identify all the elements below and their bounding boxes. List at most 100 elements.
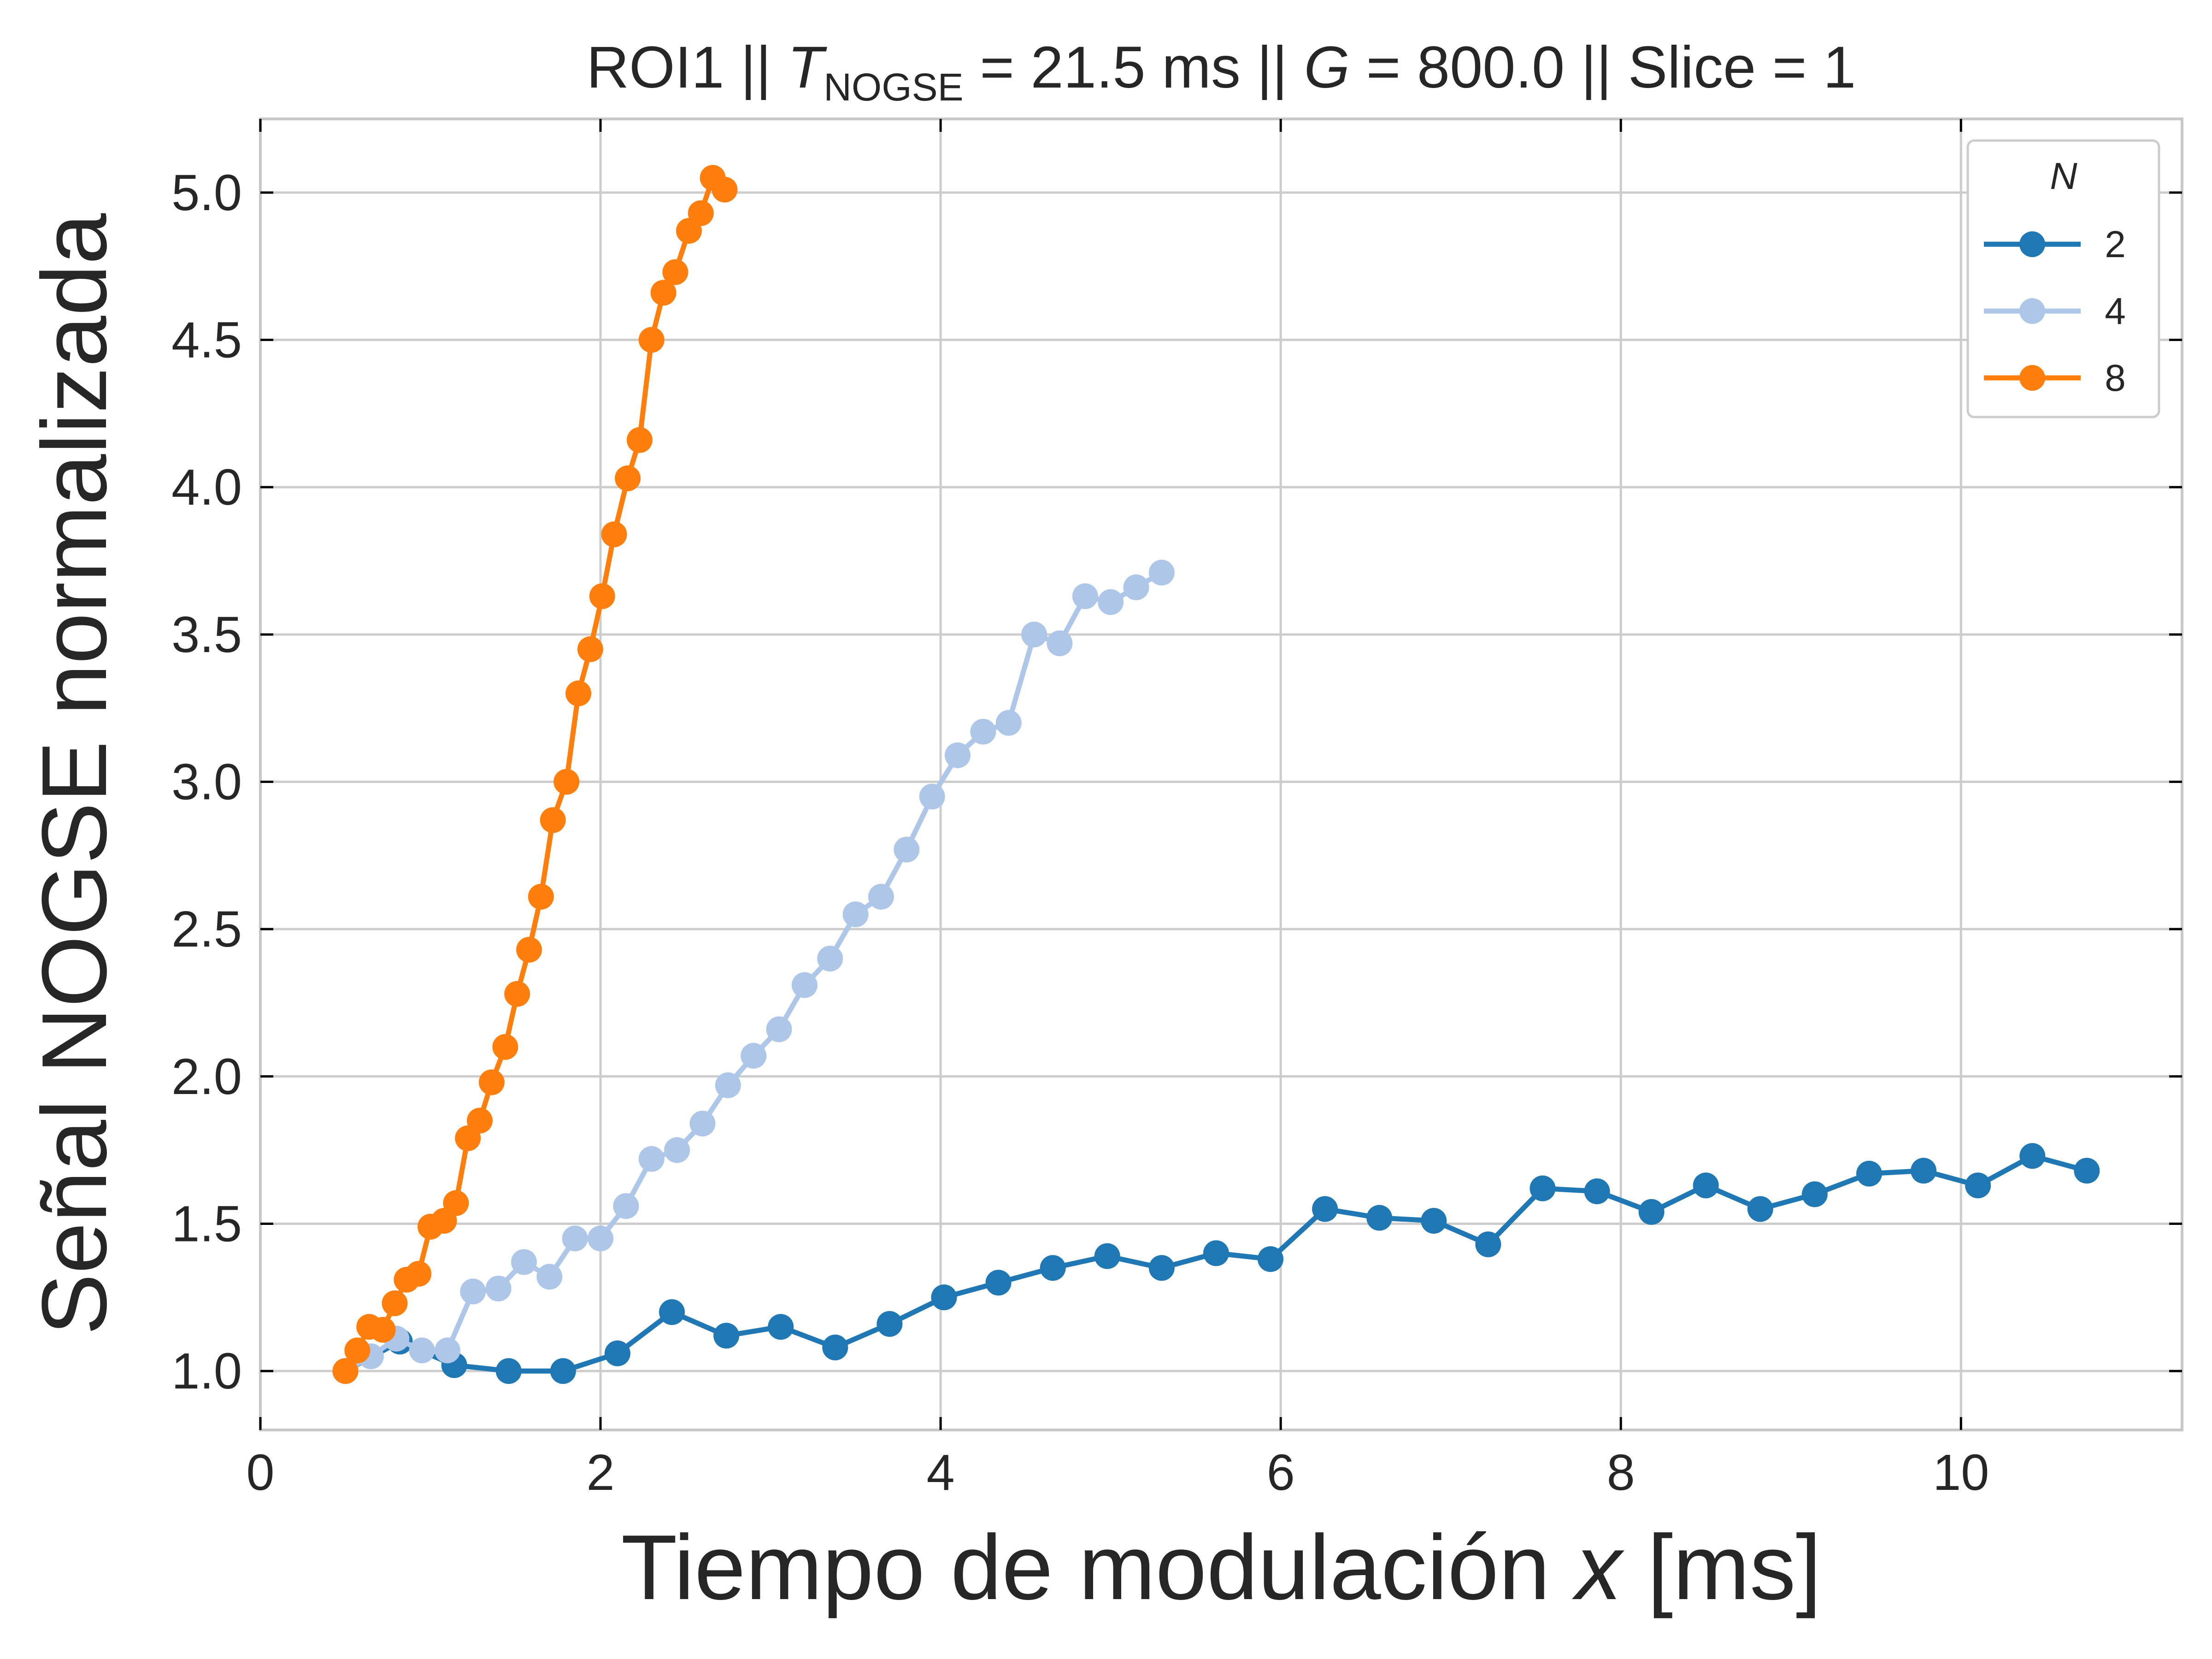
data-point-n4 xyxy=(485,1276,512,1302)
legend-title: N xyxy=(2050,155,2077,197)
data-point-n2 xyxy=(1258,1246,1284,1272)
data-point-n4 xyxy=(868,883,894,910)
data-point-n8 xyxy=(382,1290,408,1317)
data-point-n4 xyxy=(1148,559,1175,586)
data-point-n4 xyxy=(715,1072,741,1098)
x-tick-label: 6 xyxy=(1267,1444,1295,1501)
data-point-n2 xyxy=(985,1270,1012,1296)
data-point-n2 xyxy=(768,1314,794,1340)
data-point-n8 xyxy=(467,1107,493,1134)
y-axis-label: Señal NOGSE normalizada xyxy=(23,213,126,1335)
data-point-n8 xyxy=(615,465,641,491)
data-point-n8 xyxy=(638,327,665,353)
data-point-n8 xyxy=(688,200,714,226)
data-point-n8 xyxy=(528,883,554,910)
data-point-n8 xyxy=(553,769,580,795)
data-point-n2 xyxy=(495,1358,522,1384)
legend-entry-n8: 8 xyxy=(1984,357,2126,399)
data-point-n2 xyxy=(1638,1199,1665,1225)
legend-entries: 2 4 8 xyxy=(1984,224,2126,399)
tick-layer: 0 2 4 6 8 10 1.0 1.5 2.0 2.5 3.0 3.5 4.0 4.5 5.0 xyxy=(171,119,2182,1501)
y-tick-label: 5.0 xyxy=(171,165,242,221)
x-tick-label: 10 xyxy=(1933,1444,1989,1501)
x-tick-label: 2 xyxy=(586,1444,614,1501)
data-point-n2 xyxy=(604,1340,630,1366)
y-tick-label: 4.0 xyxy=(171,459,242,516)
data-point-n4 xyxy=(562,1225,588,1252)
legend: N 2 4 8 xyxy=(1966,139,2160,418)
data-point-n2 xyxy=(713,1323,740,1349)
series-n8 xyxy=(332,165,738,1384)
data-point-n2 xyxy=(1094,1243,1120,1269)
data-point-n4 xyxy=(919,783,945,810)
data-point-n4 xyxy=(1021,621,1047,647)
legend-label: 8 xyxy=(2105,357,2126,399)
x-tick-label: 4 xyxy=(927,1444,955,1501)
data-point-n2 xyxy=(2019,1143,2046,1169)
data-point-n4 xyxy=(945,742,971,768)
data-point-n2 xyxy=(1421,1208,1447,1234)
series-layer xyxy=(332,165,2100,1384)
data-point-n2 xyxy=(1148,1255,1175,1281)
data-point-n4 xyxy=(664,1137,690,1163)
data-point-n8 xyxy=(332,1358,359,1384)
legend-entry-n4: 4 xyxy=(1984,290,2126,332)
data-point-n8 xyxy=(662,259,688,285)
series-n2 xyxy=(332,1143,2100,1384)
legend-marker xyxy=(2019,298,2045,324)
data-point-n4 xyxy=(995,710,1022,736)
y-tick-label: 2.5 xyxy=(171,901,242,958)
data-point-n4 xyxy=(511,1249,537,1275)
data-point-n2 xyxy=(2074,1158,2100,1184)
data-point-n8 xyxy=(504,981,530,1007)
data-point-n4 xyxy=(741,1043,767,1069)
y-tick-label: 1.0 xyxy=(171,1343,242,1400)
x-axis-label: Tiempo de modulación x [ms] xyxy=(621,1516,1822,1619)
data-point-n4 xyxy=(460,1278,486,1305)
legend-label: 2 xyxy=(2105,224,2126,265)
y-tick-label: 3.5 xyxy=(171,606,242,663)
data-point-n8 xyxy=(516,936,542,963)
y-tick-label: 1.5 xyxy=(171,1195,242,1252)
data-point-n4 xyxy=(1098,589,1124,615)
data-point-n8 xyxy=(370,1317,396,1343)
data-point-n2 xyxy=(931,1284,957,1311)
data-point-n2 xyxy=(1203,1240,1229,1266)
y-tick-label: 2.0 xyxy=(171,1048,242,1105)
data-point-n4 xyxy=(638,1146,665,1172)
data-point-n8 xyxy=(601,521,627,547)
data-point-n8 xyxy=(344,1337,371,1364)
data-point-n4 xyxy=(1123,574,1149,600)
data-point-n8 xyxy=(406,1261,432,1287)
data-point-n2 xyxy=(1693,1172,1719,1199)
plot-frame xyxy=(259,118,2183,1431)
data-point-n4 xyxy=(817,946,843,972)
data-point-n4 xyxy=(842,901,869,928)
y-tick-label: 4.5 xyxy=(171,312,242,368)
data-point-n2 xyxy=(822,1334,848,1360)
data-point-n4 xyxy=(409,1337,435,1364)
data-point-n2 xyxy=(1366,1205,1393,1231)
data-point-n8 xyxy=(492,1034,518,1060)
data-point-n4 xyxy=(970,718,996,745)
legend-label: 4 xyxy=(2105,290,2126,332)
data-point-n8 xyxy=(565,680,592,706)
data-point-n2 xyxy=(659,1299,685,1325)
data-point-n4 xyxy=(791,972,818,998)
data-point-n2 xyxy=(1801,1181,1828,1207)
data-point-n2 xyxy=(1312,1196,1338,1222)
data-point-n8 xyxy=(540,807,566,833)
data-point-n4 xyxy=(766,1016,792,1042)
data-point-n4 xyxy=(536,1264,563,1290)
data-point-n2 xyxy=(1475,1231,1501,1258)
data-point-n2 xyxy=(550,1358,576,1384)
data-point-n2 xyxy=(1530,1175,1556,1201)
data-point-n4 xyxy=(1047,630,1073,656)
legend-marker xyxy=(2019,365,2045,391)
data-point-n2 xyxy=(877,1311,903,1337)
data-point-n4 xyxy=(434,1337,460,1364)
data-point-n4 xyxy=(689,1111,716,1137)
data-point-n8 xyxy=(712,176,738,203)
data-point-n8 xyxy=(626,427,653,453)
data-point-n8 xyxy=(443,1190,469,1216)
